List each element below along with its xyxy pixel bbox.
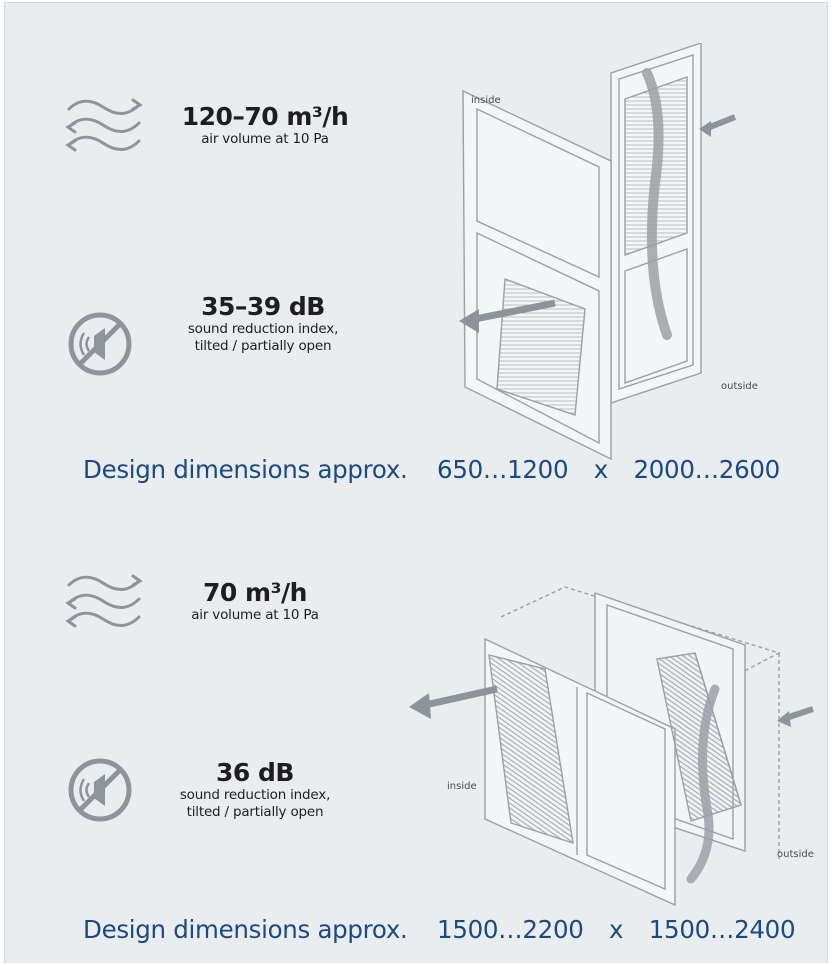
dimensions-label: Design dimensions approx. <box>83 915 408 944</box>
sound-description-line2: tilted / partially open <box>186 804 324 821</box>
dimensions-width: 1500…2200 <box>437 915 584 944</box>
ventilation-specs-panel: 120–70 m³/h air volume at 10 Pa 35–39 dB… <box>4 2 828 963</box>
airflow-stat: 70 m³/h air volume at 10 Pa <box>155 579 355 624</box>
airflow-waves-icon <box>65 98 143 152</box>
no-sound-icon <box>68 312 132 376</box>
dimensions-width: 650…1200 <box>437 455 569 484</box>
airflow-description: air volume at 10 Pa <box>201 130 329 147</box>
airflow-value: 120–70 m³/h <box>181 102 349 131</box>
inside-label: inside <box>471 95 501 106</box>
airflow-waves-icon <box>65 574 143 628</box>
no-sound-icon <box>68 758 132 822</box>
outside-label: outside <box>777 849 814 860</box>
sound-stat: 36 dB sound reduction index, tilted / pa… <box>155 759 355 822</box>
design-dimensions: Design dimensions approx. 650…1200 x 200… <box>83 455 823 484</box>
airflow-description: air volume at 10 Pa <box>191 606 319 623</box>
sound-description-line1: sound reduction index, <box>179 786 331 803</box>
dimensions-label: Design dimensions approx. <box>83 455 408 484</box>
dimensions-times: x <box>609 915 624 944</box>
airflow-stat: 120–70 m³/h air volume at 10 Pa <box>165 103 365 148</box>
sound-stat: 35–39 dB sound reduction index, tilted /… <box>163 293 363 356</box>
outside-label: outside <box>721 381 758 392</box>
sound-value: 35–39 dB <box>201 292 325 321</box>
inside-label: inside <box>447 781 477 792</box>
airflow-value: 70 m³/h <box>203 578 307 607</box>
design-dimensions: Design dimensions approx. 1500…2200 x 15… <box>83 915 823 944</box>
casement-window-diagram <box>459 43 737 461</box>
sound-description-line2: tilted / partially open <box>194 338 332 355</box>
sound-description-line1: sound reduction index, <box>187 320 339 337</box>
sound-value: 36 dB <box>216 758 294 787</box>
dimensions-times: x <box>593 455 609 484</box>
dimensions-height: 1500…2400 <box>648 915 796 944</box>
double-tilt-window-diagram <box>409 586 814 907</box>
dimensions-height: 2000…2600 <box>633 455 780 484</box>
